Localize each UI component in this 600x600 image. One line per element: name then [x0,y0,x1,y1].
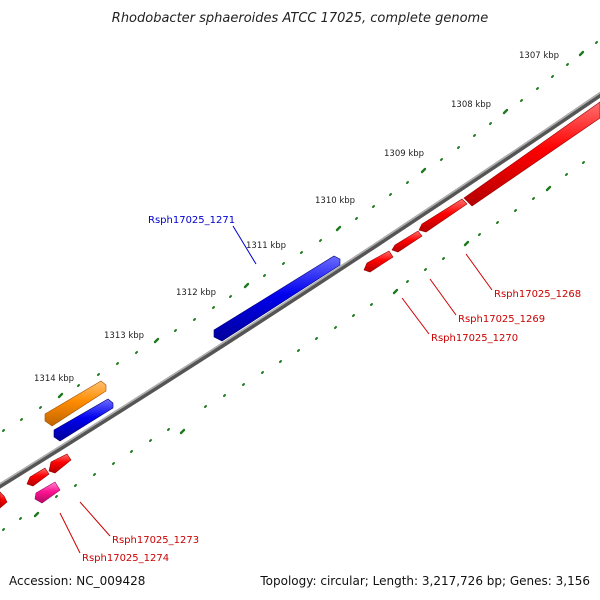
gene-rsph17025-1271[interactable] [213,255,341,342]
genome-backbone-highlight [0,91,600,485]
scale-label-1312: 1312 kbp [176,288,216,298]
gene-partial-left[interactable] [0,491,8,509]
scale-label-1311: 1311 kbp [246,241,286,251]
gene-labels: Rsph17025_1271 Rsph17025_1268 Rsph17025_… [82,215,581,564]
scale-label-1307: 1307 kbp [519,51,559,61]
label-leaders [59,225,493,554]
leader-1274 [59,512,81,554]
gene-label-1270[interactable]: Rsph17025_1270 [431,333,518,344]
gene-rsph17025-1267[interactable] [463,101,600,207]
gene-label-1273[interactable]: Rsph17025_1273 [112,535,199,546]
leader-1271 [232,225,257,265]
gene-label-1274[interactable]: Rsph17025_1274 [82,553,169,564]
scale-label-1309: 1309 kbp [384,149,424,159]
scale-label-1314: 1314 kbp [34,374,74,384]
summary-text: Topology: circular; Length: 3,217,726 bp… [259,574,590,588]
leader-1270 [401,297,430,335]
scale-labels: 1307 kbp 1308 kbp 1309 kbp 1310 kbp 1311… [34,51,559,384]
map-title: Rhodobacter sphaeroides ATCC 17025, comp… [112,11,488,26]
genome-backbone [0,91,600,489]
gene-rsph17025-1270[interactable] [363,250,394,273]
accession-text: Accession: NC_009428 [9,574,145,588]
scale-label-1313: 1313 kbp [104,331,144,341]
scale-label-1308: 1308 kbp [451,100,491,110]
gene-label-1269[interactable]: Rsph17025_1269 [458,314,545,325]
gene-rsph17025-1272[interactable] [48,453,72,474]
gene-rsph17025-1268[interactable] [418,198,468,233]
gene-group-reverse-top[interactable] [363,101,600,273]
outer-tick-row [2,41,598,432]
gene-rsph17025-1269[interactable] [391,230,423,253]
gene-rsph17025-1274[interactable] [34,481,61,504]
gene-blue-lower[interactable] [53,398,114,442]
leader-1268 [465,253,493,291]
gene-rsph17025-1273[interactable] [26,467,50,487]
inner-tick-row [2,161,585,531]
gene-label-1271[interactable]: Rsph17025_1271 [148,215,235,226]
leader-1269 [429,278,457,316]
scale-label-1310: 1310 kbp [315,196,355,206]
gene-orange[interactable] [44,380,107,427]
leader-1273 [79,501,111,537]
gene-label-1268[interactable]: Rsph17025_1268 [494,289,581,300]
